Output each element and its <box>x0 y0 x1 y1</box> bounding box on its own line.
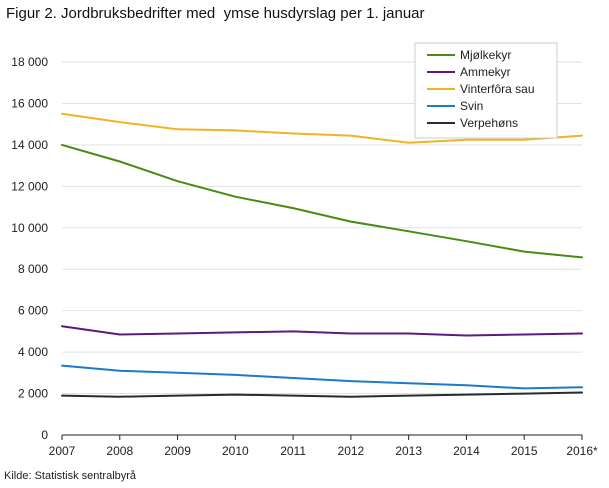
x-tick-label: 2009 <box>164 444 191 458</box>
x-tick-label: 2008 <box>106 444 133 458</box>
legend-label: Svin <box>460 99 483 113</box>
y-tick-label: 14 000 <box>11 138 48 152</box>
legend-label: Ammekyr <box>460 65 511 79</box>
y-tick-label: 4 000 <box>18 345 48 359</box>
y-tick-label: 8 000 <box>18 262 48 276</box>
series-line-svin <box>61 364 583 390</box>
y-tick-label: 2 000 <box>18 387 48 401</box>
series-line-ammekyr <box>61 325 583 337</box>
legend-label: Mjølkekyr <box>460 48 511 62</box>
legend-label: Verpehøns <box>460 116 518 130</box>
x-tick-label: 2012 <box>338 444 365 458</box>
x-tick-label: 2013 <box>395 444 422 458</box>
y-tick-label: 10 000 <box>11 221 48 235</box>
series-line-verpeh-ns <box>61 391 583 398</box>
x-tick-label: 2007 <box>49 444 76 458</box>
source-note: Kilde: Statistisk sentralbyrå <box>4 470 137 482</box>
axes <box>61 434 583 440</box>
x-tick-label: 2014 <box>453 444 480 458</box>
x-tick-label: 2015 <box>511 444 538 458</box>
x-tick-label: 2010 <box>222 444 249 458</box>
series-line-vinterf-ra-sau <box>61 112 583 144</box>
x-tick-label: 2016* <box>566 444 598 458</box>
y-tick-labels: 0 2 000 4 000 6 000 8 000 10 000 12 000 14 000 1… <box>11 55 48 442</box>
y-tick-label: 6 000 <box>18 304 48 318</box>
y-tick-label: 16 000 <box>11 96 48 110</box>
x-tick-labels: 2007 2008 2009 2010 2011 2012 2013 2014 2015 2016… <box>49 444 598 458</box>
legend-label: Vinterfôra sau <box>460 82 535 96</box>
y-tick-label: 12 000 <box>11 179 48 193</box>
legend: Mjølkekyr Ammekyr Vinterfôra sau Svin Verpeh… <box>414 42 558 139</box>
y-tick-label: 0 <box>41 428 48 442</box>
chart-title: Figur 2. Jordbruksbedrifter med ymse hus… <box>6 5 425 22</box>
series-lines <box>61 112 583 398</box>
y-tick-label: 18 000 <box>11 55 48 69</box>
x-tick-label: 2011 <box>280 444 306 458</box>
series-line-mj-lkekyr <box>61 143 583 259</box>
